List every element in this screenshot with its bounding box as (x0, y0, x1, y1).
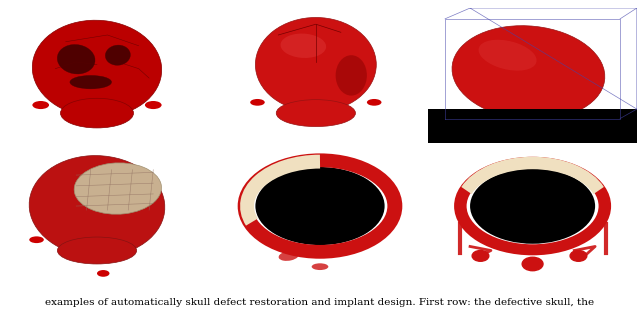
Ellipse shape (280, 33, 326, 58)
Ellipse shape (278, 251, 299, 261)
Text: examples of automatically skull defect restoration and implant design. First row: examples of automatically skull defect r… (45, 298, 595, 307)
Ellipse shape (335, 55, 367, 96)
Ellipse shape (29, 236, 44, 243)
Ellipse shape (70, 75, 111, 89)
Ellipse shape (29, 156, 165, 257)
Ellipse shape (57, 44, 95, 74)
Ellipse shape (367, 99, 381, 106)
Ellipse shape (276, 99, 355, 127)
Circle shape (522, 257, 543, 271)
Circle shape (472, 251, 489, 261)
Ellipse shape (32, 20, 162, 117)
Ellipse shape (61, 98, 134, 128)
Ellipse shape (106, 45, 131, 65)
Ellipse shape (479, 40, 536, 71)
Ellipse shape (145, 101, 161, 109)
Polygon shape (428, 109, 637, 143)
Ellipse shape (97, 270, 109, 277)
Ellipse shape (255, 167, 385, 245)
Ellipse shape (250, 99, 265, 106)
Ellipse shape (452, 26, 605, 120)
Ellipse shape (74, 163, 161, 214)
Ellipse shape (312, 263, 328, 270)
Ellipse shape (58, 237, 136, 264)
Ellipse shape (255, 17, 376, 112)
Ellipse shape (33, 101, 49, 109)
Circle shape (570, 251, 587, 261)
Ellipse shape (470, 168, 595, 244)
